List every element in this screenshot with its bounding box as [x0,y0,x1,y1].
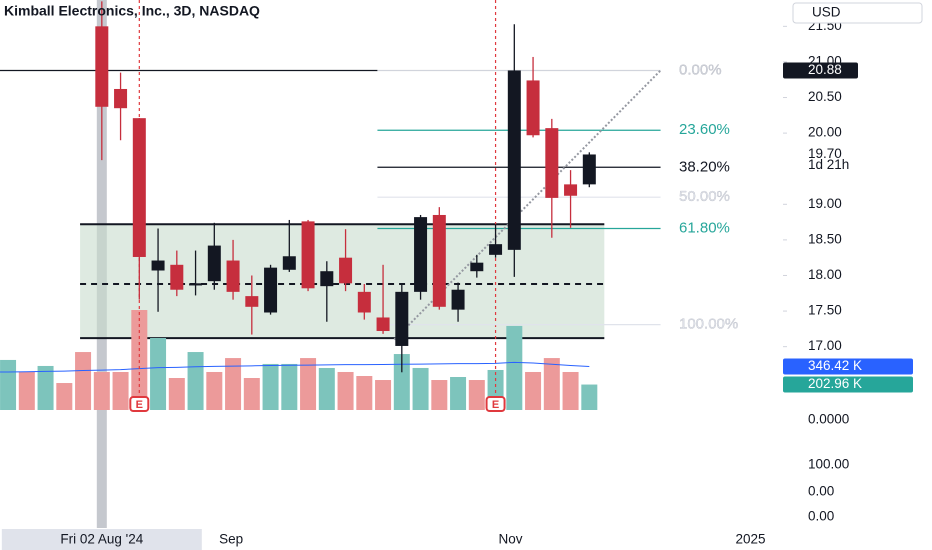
candle-body [189,283,203,286]
volume-bar [375,380,392,410]
volume-bar [243,378,260,410]
volume-bar [93,371,110,410]
fib-label: 100.00% [679,316,738,333]
x-tick-label: Sep [219,532,243,547]
candle-body [339,257,353,284]
volume-label: 202.96 K [808,376,862,391]
candle-body [226,260,240,292]
volume-bar [337,371,354,410]
volume-bar [168,378,185,410]
volume-bar [562,371,579,410]
y-tick-label: 17.50 [808,303,842,318]
volume-bar [262,363,279,410]
candle-body [526,80,540,136]
candle-body [320,271,334,287]
volume-bar [75,352,92,410]
candle-body [470,262,484,272]
volume-bar [431,380,448,410]
candle-body [114,88,128,109]
y-tick-label: 18.50 [808,231,842,246]
volume-bar [0,359,17,410]
earnings-marker [129,396,150,412]
fib-label: 50.00% [679,188,730,205]
candle-body [357,291,371,313]
y-tick-label: 18.00 [808,267,842,282]
volume-bar [150,337,167,410]
volume-bar [56,383,73,410]
candle-body [507,70,521,250]
candle-body [264,267,278,313]
candle-body [432,214,446,307]
currency-box[interactable] [792,2,923,24]
volume-bar [318,367,335,410]
volume-bar [18,371,35,410]
x-tick-label: 2025 [736,532,766,547]
candle-body [564,184,578,196]
fib-label: 23.60% [679,121,730,138]
volume-bar [506,325,523,410]
volume-ma-tag [783,358,913,375]
volume-ma-label: 346.42 K [808,358,862,373]
crosshair-label: Fri 02 Aug '24 [60,532,143,547]
candle-body [395,291,409,346]
pane-tick-label: 0.00 [808,509,834,524]
fib-price-tag [783,62,858,79]
volume-bar [450,377,467,410]
volume-bar [112,371,129,410]
candle-body [376,317,390,332]
candle-body [582,154,596,185]
candle-body [545,128,559,198]
pane-tick-label: 100.00 [808,457,849,472]
candle-body [151,260,165,271]
volume-bar [300,358,317,410]
fib-label: 61.80% [679,219,730,236]
volume-bar [412,367,429,410]
volume-bar [468,380,485,410]
volume-bar [206,371,223,410]
pane-tick-label: 0.00 [808,484,834,499]
volume-bar [281,363,298,410]
candle-body [301,221,315,289]
y-tick-label: 20.00 [808,125,842,140]
volume-bar [581,384,598,410]
candle-body [132,118,146,257]
candle-body [170,264,184,290]
crosshair-tag [1,529,202,550]
countdown: 1d 21h [808,157,849,172]
pane-tick-label: 0.0000 [808,412,849,427]
candle-body [489,244,503,255]
earnings-marker [485,396,506,412]
earnings-label: E [136,399,143,411]
volume-bar [356,376,373,410]
x-tick-label: Nov [499,532,523,547]
last-price: 19.70 [808,146,842,161]
earnings-label: E [492,399,499,411]
volume-tag [783,376,913,393]
volume-bar [543,358,560,410]
chart-title: Kimball Electronics, Inc., 3D, NASDAQ [4,3,260,19]
volume-bar [525,371,542,410]
candle-body [95,26,109,107]
currency: USD [812,5,841,20]
y-tick-label: 20.50 [808,89,842,104]
fib-label: 38.20% [679,158,730,175]
candle-body [414,217,428,292]
price-axis [783,24,932,550]
volume-ma [0,361,590,373]
volume-bar [187,352,204,410]
y-tick-label: 19.00 [808,196,842,211]
volume-bar [225,358,242,410]
y-tick-label: 17.00 [808,338,842,353]
fib-price-label: 20.88 [808,62,842,77]
trend-line [393,69,662,341]
candle-body [245,296,259,307]
candle-body [451,289,465,310]
candle-body [282,256,296,270]
volume-bar [37,365,54,410]
candle-body [207,245,221,282]
fib-label: 0.00% [679,61,722,78]
volume-bar [393,354,410,410]
